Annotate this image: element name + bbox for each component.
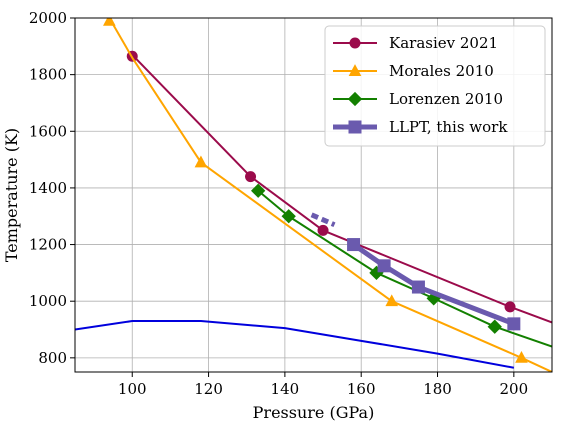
legend: Karasiev 2021 Morales 2010 Lorenzen 2010 LL… <box>324 25 546 147</box>
x-tick-label: 100 <box>118 380 147 398</box>
series-line <box>257 189 552 348</box>
series-layer <box>75 18 552 372</box>
legend-marker <box>347 91 363 107</box>
data-point <box>385 294 399 307</box>
x-tick-label: 180 <box>423 380 452 398</box>
data-point <box>377 259 391 273</box>
y-tick-label: 1400 <box>29 179 67 197</box>
legend-label: Morales 2010 <box>389 62 494 80</box>
data-point <box>487 319 502 334</box>
y-axis-label: Temperature (K) <box>2 128 21 262</box>
data-point <box>369 265 384 281</box>
data-point <box>515 350 528 363</box>
data-point <box>507 317 521 331</box>
data-point <box>317 224 329 236</box>
series-dashed-segment <box>310 212 336 228</box>
legend-label: Karasiev 2021 <box>389 34 498 52</box>
x-tick-label: 160 <box>347 380 376 398</box>
data-point <box>347 238 361 252</box>
x-tick-label: 140 <box>271 380 300 398</box>
legend-label: Lorenzen 2010 <box>389 90 503 108</box>
x-tick-label: 200 <box>500 380 529 398</box>
y-tick-label: 1600 <box>29 122 67 140</box>
series-karasiev-2021 <box>126 50 552 324</box>
y-tick-label: 2000 <box>29 9 67 27</box>
axis-ticks: 100 120 140 160 180 200 800 1000 1200 1400 1600 180… <box>29 9 528 398</box>
legend-entry: Karasiev 2021 <box>333 34 498 52</box>
data-point <box>504 301 516 313</box>
legend-marker <box>348 120 362 134</box>
legend-marker <box>349 37 361 49</box>
data-point <box>194 155 208 168</box>
series-llpt-this-work <box>310 212 521 331</box>
legend-entry: Morales 2010 <box>333 62 494 80</box>
y-tick-label: 800 <box>38 349 67 367</box>
data-point <box>103 18 116 26</box>
series-lorenzen-2010 <box>251 183 552 348</box>
legend-label: LLPT, this work <box>389 118 508 136</box>
series-line <box>75 320 515 369</box>
legend-frame <box>324 25 546 147</box>
y-tick-label: 1200 <box>29 236 67 254</box>
series-reference-curve <box>75 320 515 369</box>
data-point <box>411 280 425 294</box>
series-morales-2010 <box>103 18 552 372</box>
data-point <box>251 183 266 198</box>
series-line <box>108 18 552 372</box>
x-tick-label: 120 <box>194 380 223 398</box>
series-line <box>352 242 515 327</box>
data-point <box>281 209 296 224</box>
x-axis-label: Pressure (GPa) <box>253 403 375 422</box>
data-point <box>245 171 257 183</box>
y-tick-label: 1800 <box>29 66 67 84</box>
y-tick-label: 1000 <box>29 292 67 310</box>
legend-entry: Lorenzen 2010 <box>333 90 503 108</box>
legend-entry: LLPT, this work <box>333 118 508 136</box>
legend-marker <box>348 64 362 76</box>
plot-frame <box>74 17 553 373</box>
